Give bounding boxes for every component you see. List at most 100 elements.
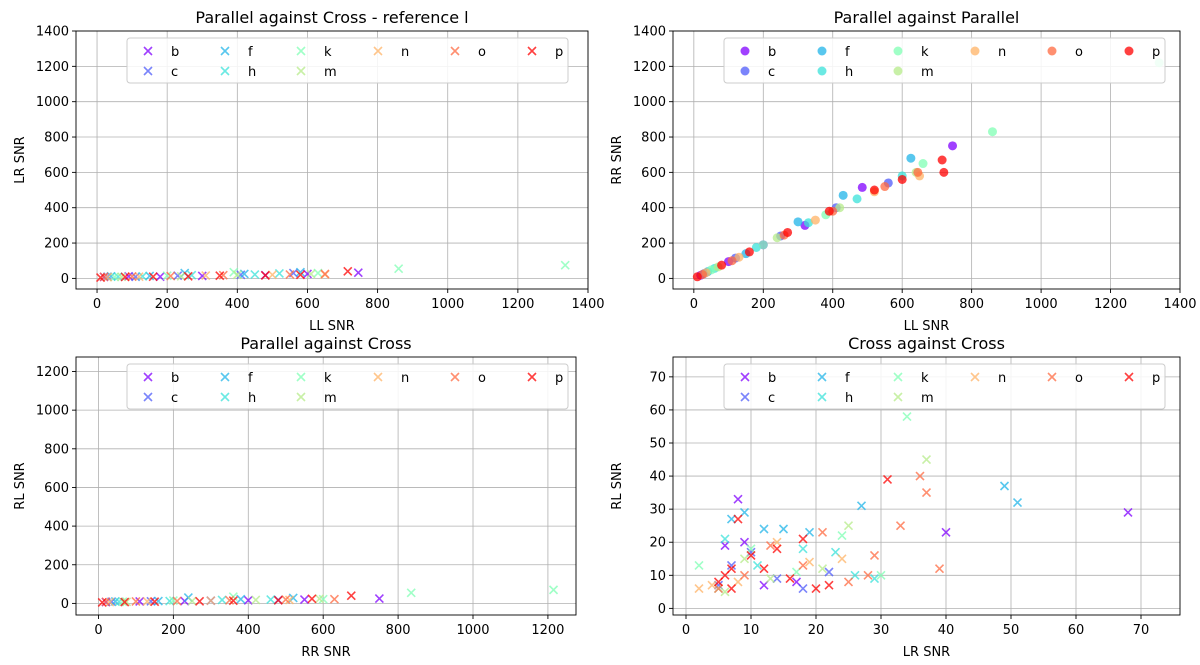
data-point-h bbox=[138, 271, 148, 281]
data-point-p bbox=[307, 594, 317, 604]
data-point-o bbox=[166, 271, 176, 281]
data-point-o bbox=[895, 521, 906, 531]
legend-marker-f bbox=[817, 46, 827, 56]
legend-marker-k bbox=[296, 372, 306, 382]
chart-panel-rr-vs-rl: 0 200 400 600 800 1000 1200 0 200 400 600 800 1000 12… bbox=[13, 334, 577, 660]
legend-label-n: n bbox=[998, 371, 1006, 386]
data-point-p bbox=[183, 271, 193, 281]
chart-panel-lr-vs-rl: 0 10 20 30 40 50 60 70 0 10 20 30 40 50 60 70 Cross agai… bbox=[610, 334, 1181, 660]
y-tick-label: 40 bbox=[649, 470, 666, 485]
y-tick-label: 1400 bbox=[36, 25, 69, 40]
data-point-k bbox=[162, 271, 172, 281]
legend-marker-b bbox=[740, 46, 750, 56]
data-point-o bbox=[843, 577, 854, 587]
legend-marker-m bbox=[296, 66, 306, 76]
chart-title: Parallel against Cross - reference l bbox=[195, 8, 468, 27]
data-point-p bbox=[150, 597, 160, 607]
data-point-n bbox=[206, 596, 216, 606]
x-tick-label: 1000 bbox=[1025, 297, 1058, 312]
legend-label-p: p bbox=[555, 371, 563, 386]
legend-label-o: o bbox=[1075, 371, 1083, 386]
data-point-k bbox=[694, 560, 704, 570]
data-point-o bbox=[131, 596, 141, 607]
data-point-p bbox=[937, 155, 947, 165]
x-axis-label: RR SNR bbox=[301, 645, 350, 660]
x-tick-label: 1200 bbox=[501, 297, 534, 312]
y-axis-label: LR SNR bbox=[13, 136, 28, 183]
data-point-m bbox=[835, 203, 845, 213]
legend-marker-p bbox=[527, 372, 537, 382]
y-tick-label: 1000 bbox=[633, 95, 666, 110]
data-point-o bbox=[320, 269, 330, 279]
y-tick-label: 200 bbox=[44, 237, 69, 252]
x-tick-label: 40 bbox=[938, 623, 955, 638]
legend: bc fh km n o p bbox=[723, 363, 1166, 410]
legend-label-m: m bbox=[921, 65, 934, 80]
data-point-n bbox=[694, 583, 704, 594]
y-tick-label: 400 bbox=[44, 520, 69, 535]
x-tick-label: 60 bbox=[1068, 623, 1085, 638]
chart-title: Parallel against Cross bbox=[240, 334, 411, 353]
data-point-n bbox=[810, 215, 820, 225]
legend-marker-c bbox=[740, 392, 750, 402]
data-point-p bbox=[811, 583, 821, 594]
data-point-p bbox=[726, 564, 737, 574]
legend: bc fh km n o p bbox=[126, 37, 569, 84]
x-axis-label: LL SNR bbox=[309, 319, 355, 334]
x-tick-label: 1000 bbox=[456, 623, 489, 638]
legend-label-c: c bbox=[768, 65, 775, 80]
data-point-p bbox=[343, 266, 353, 276]
legend-label-h: h bbox=[248, 391, 256, 406]
chart-title: Parallel against Parallel bbox=[834, 8, 1020, 27]
x-tick-label: 20 bbox=[808, 623, 825, 638]
data-point-k bbox=[406, 588, 416, 598]
data-point-p bbox=[260, 270, 270, 280]
legend-label-b: b bbox=[171, 45, 179, 60]
legend-marker-f bbox=[220, 46, 230, 56]
data-point-o bbox=[921, 488, 932, 498]
x-tick-label: 70 bbox=[1133, 623, 1150, 638]
legend-box bbox=[126, 37, 569, 84]
data-point-p bbox=[120, 597, 130, 607]
x-tick-label: 400 bbox=[820, 297, 845, 312]
legend-label-o: o bbox=[478, 371, 486, 386]
legend-marker-k bbox=[296, 46, 306, 56]
data-point-f bbox=[236, 594, 246, 604]
data-point-f bbox=[295, 267, 306, 277]
legend-marker-o bbox=[1047, 372, 1057, 382]
y-axis-label: RL SNR bbox=[610, 462, 625, 509]
data-point-h bbox=[803, 218, 813, 228]
data-point-p bbox=[733, 514, 743, 524]
data-point-n bbox=[134, 272, 144, 282]
data-point-p bbox=[346, 591, 356, 601]
legend-marker-m bbox=[893, 392, 903, 402]
x-tick-label: 0 bbox=[690, 297, 698, 312]
data-point-b bbox=[941, 527, 951, 537]
data-point-p bbox=[97, 597, 107, 608]
data-point-m bbox=[720, 587, 730, 597]
data-points bbox=[97, 585, 559, 608]
data-point-o bbox=[218, 270, 228, 280]
data-point-o bbox=[281, 594, 291, 605]
data-point-b bbox=[299, 594, 310, 605]
data-point-n bbox=[267, 270, 277, 280]
axes-frame bbox=[672, 356, 1181, 616]
data-point-n bbox=[142, 596, 152, 607]
legend-label-p: p bbox=[1152, 371, 1160, 386]
legend-label-m: m bbox=[324, 391, 337, 406]
legend-marker-c bbox=[143, 392, 153, 402]
data-point-p bbox=[95, 272, 106, 283]
data-point-h bbox=[274, 268, 284, 279]
axes-frame bbox=[75, 356, 577, 616]
data-point-k bbox=[548, 585, 559, 595]
data-point-m bbox=[817, 564, 828, 574]
data-point-m bbox=[121, 597, 132, 607]
y-tick-label: 800 bbox=[44, 131, 69, 146]
data-point-p bbox=[897, 174, 907, 184]
legend-marker-c bbox=[740, 66, 750, 76]
x-tick-label: 800 bbox=[386, 623, 411, 638]
data-point-c bbox=[726, 560, 737, 570]
data-point-b bbox=[948, 141, 958, 151]
legend-label-k: k bbox=[921, 371, 929, 386]
